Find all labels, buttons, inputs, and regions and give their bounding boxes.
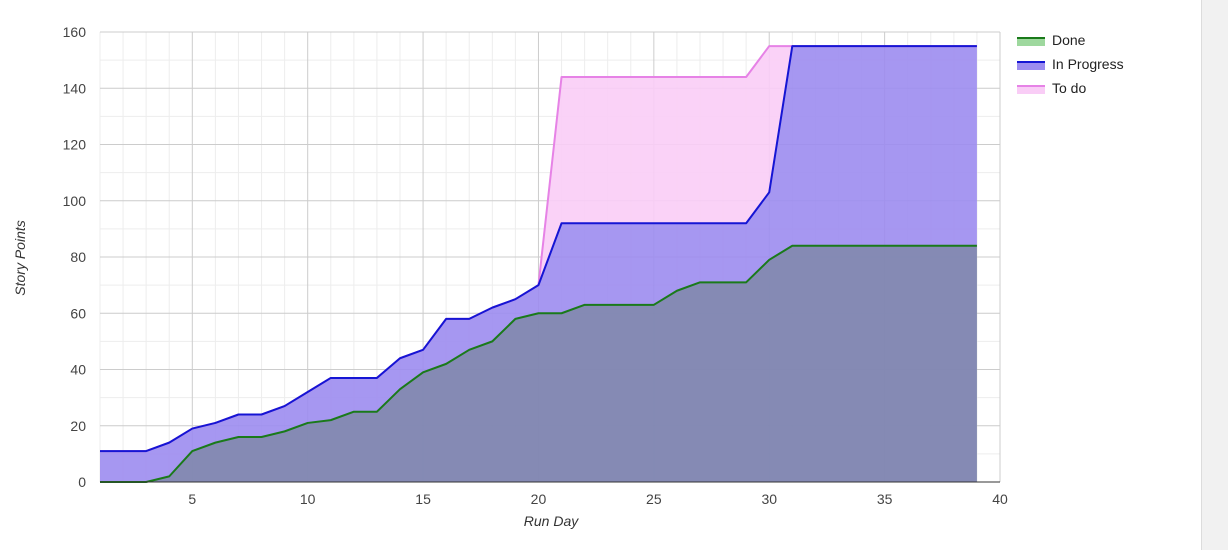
page-scrollbar[interactable]: [1201, 0, 1228, 550]
series-areas: [100, 46, 977, 482]
legend-label: To do: [1052, 80, 1086, 96]
legend: Done In Progress To do: [1017, 32, 1124, 96]
axes: 5 10 15 20 25 30 35 40 0 20 40 60 80 100 120 140 160: [63, 24, 1008, 507]
series-lines: [100, 45, 977, 483]
y-axis-title: Story Points: [12, 220, 28, 295]
area-done-overlay: [100, 245, 977, 482]
y-tick-label: 140: [63, 80, 87, 96]
legend-label: Done: [1052, 32, 1086, 48]
x-tick-label: 5: [188, 491, 196, 507]
x-tick-label: 40: [992, 491, 1008, 507]
x-tick-label: 25: [646, 491, 662, 507]
legend-swatch: [1017, 62, 1045, 70]
x-axis-title: Run Day: [524, 513, 579, 529]
y-tick-label: 0: [78, 474, 86, 490]
x-tick-label: 35: [877, 491, 893, 507]
line-done: [100, 244, 977, 483]
y-tick-label: 40: [70, 362, 86, 378]
y-tick-label: 100: [63, 193, 87, 209]
x-tick-label: 30: [761, 491, 777, 507]
y-tick-label: 120: [63, 137, 87, 153]
area-in-progress: [100, 46, 977, 482]
area-to-do: [100, 46, 977, 452]
x-tick-label: 20: [531, 491, 547, 507]
y-tick-label: 60: [70, 305, 86, 321]
y-tick-label: 160: [63, 24, 87, 40]
y-tick-label: 20: [70, 418, 86, 434]
cumulative-flow-chart: 5 10 15 20 25 30 35 40 0 20 40 60 80 100 120 140 160 Run…: [12, 24, 1124, 529]
x-tick-label: 15: [415, 491, 431, 507]
legend-swatch: [1017, 38, 1045, 46]
legend-swatch: [1017, 86, 1045, 94]
line-in-progress: [100, 45, 977, 453]
legend-label: In Progress: [1052, 56, 1124, 72]
y-tick-label: 80: [70, 249, 86, 265]
x-tick-label: 10: [300, 491, 316, 507]
